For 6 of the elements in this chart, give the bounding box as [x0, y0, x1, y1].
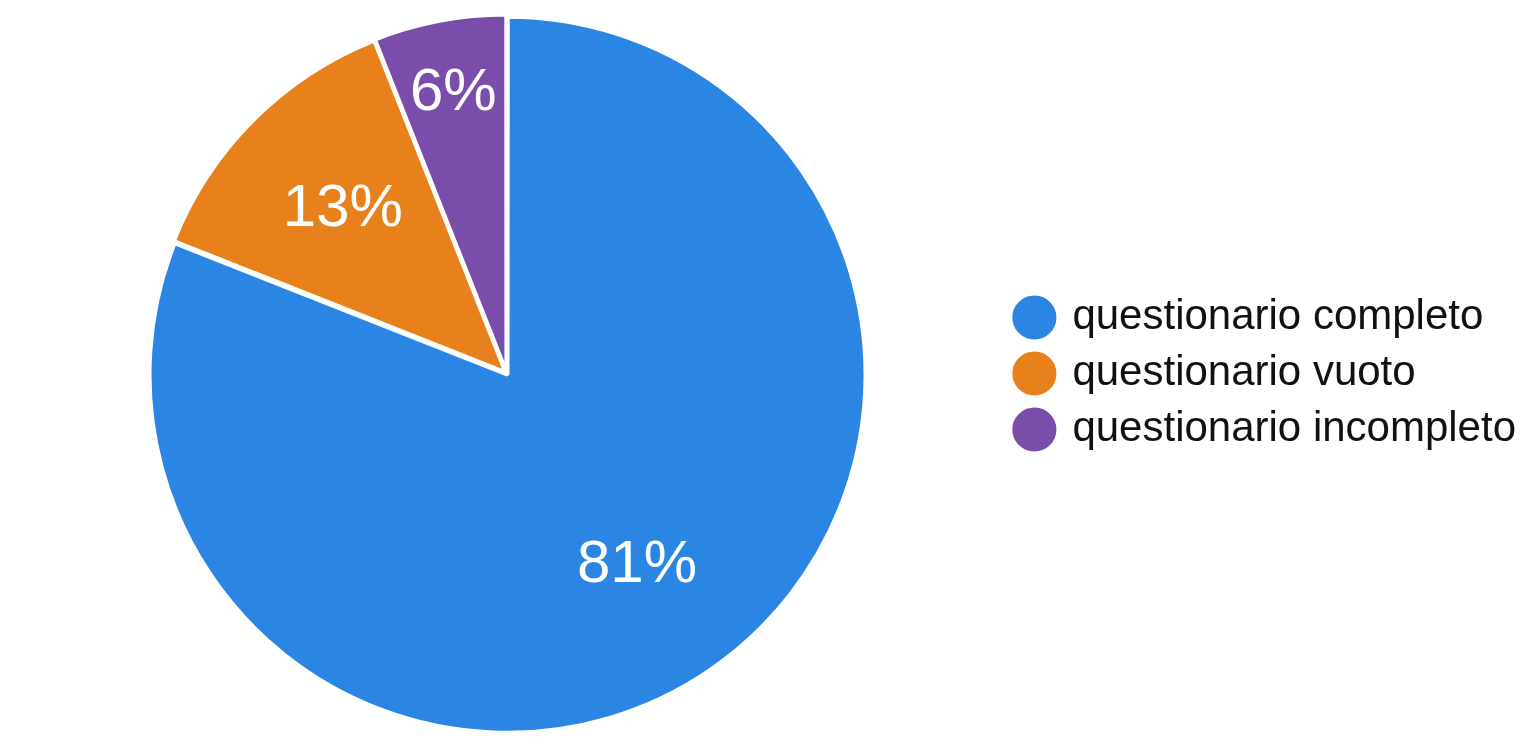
- legend-label: questionario vuoto: [1072, 347, 1416, 395]
- data-label: 13%: [282, 172, 403, 240]
- legend-label: questionario completo: [1072, 291, 1484, 339]
- legend-label: questionario incompleto: [1072, 403, 1516, 451]
- data-label: 81%: [576, 527, 697, 595]
- data-label: 6%: [409, 55, 497, 123]
